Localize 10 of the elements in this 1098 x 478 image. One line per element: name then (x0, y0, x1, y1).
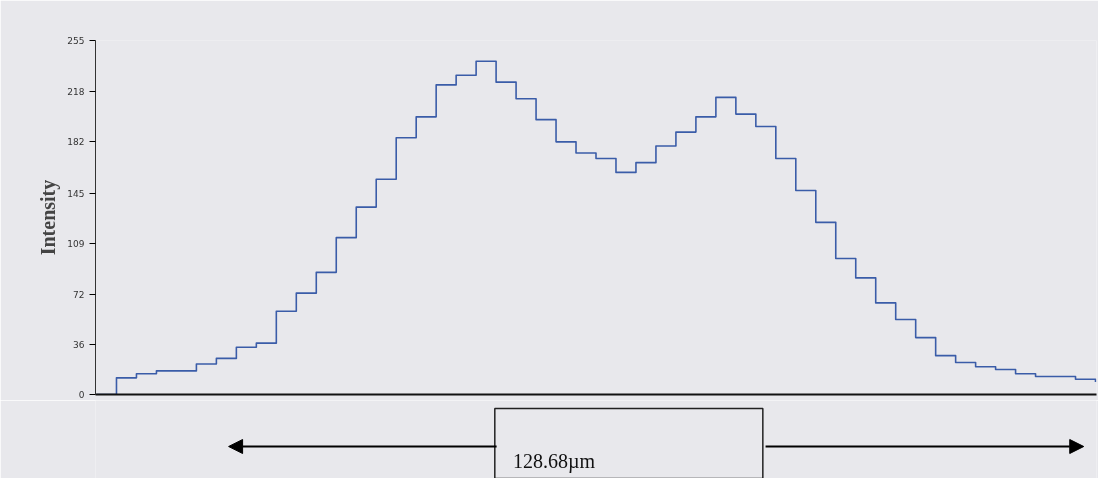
y-tick-label: 218 (67, 87, 85, 98)
y-tick-label: 72 (73, 290, 85, 301)
text: 128.68µm (513, 449, 596, 473)
y-tick-label: 182 (67, 137, 85, 148)
y-tick-label: 0 (78, 390, 85, 400)
y-tick-label: 255 (67, 36, 85, 46)
y-tick-label: 145 (67, 188, 85, 199)
y-axis-title: Intensity (37, 179, 61, 256)
y-tick-label: 109 (67, 238, 85, 249)
y-tick-label: 36 (73, 340, 85, 351)
